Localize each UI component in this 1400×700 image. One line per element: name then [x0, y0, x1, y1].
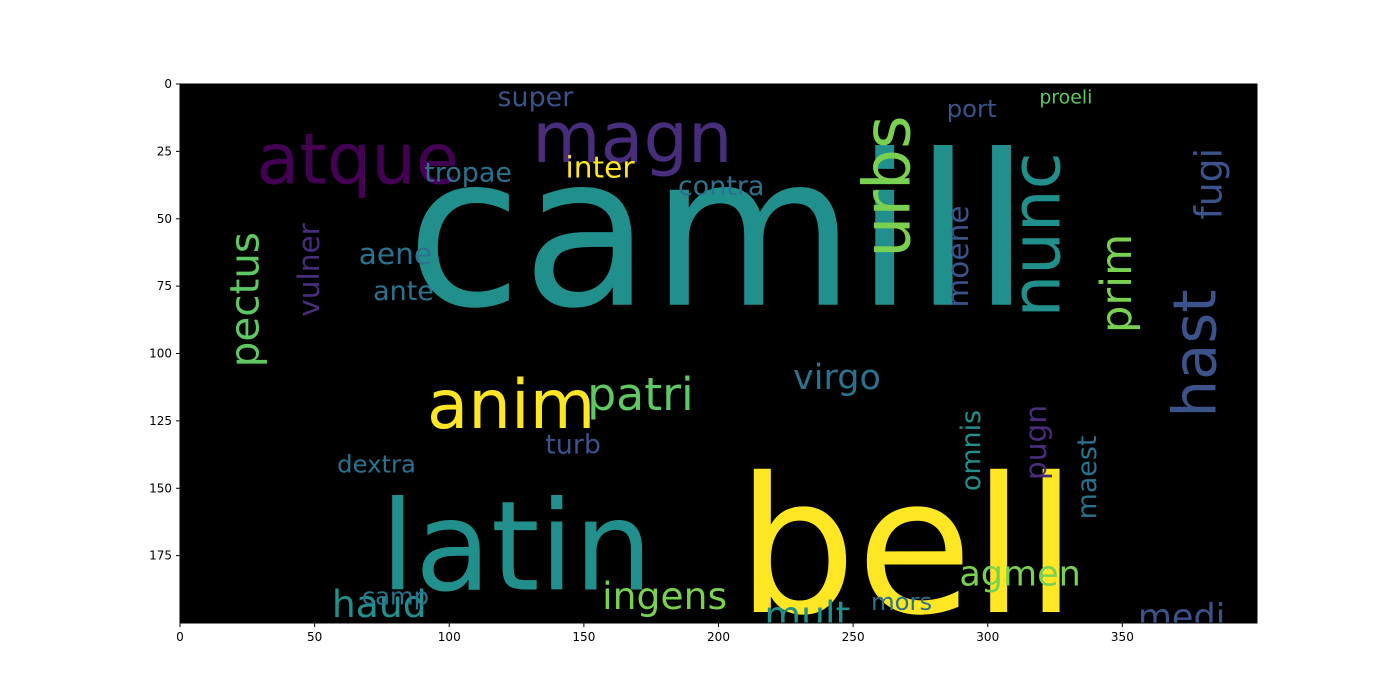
word-tropae: tropae — [424, 157, 512, 188]
word-atque: atque — [256, 118, 458, 200]
x-tick-label: 250 — [842, 630, 865, 644]
word-maest: maest — [1072, 436, 1103, 520]
word-anim: anim — [427, 365, 595, 444]
word-agmen: agmen — [959, 554, 1080, 594]
y-tick-label: 75 — [157, 279, 172, 293]
y-axis: 0 25 50 75 100 125 150 175 — [149, 77, 180, 563]
word-prim: prim — [1092, 234, 1142, 333]
plot-area — [180, 84, 1257, 623]
y-tick-label: 50 — [157, 212, 172, 226]
x-tick-label: 50 — [307, 630, 322, 644]
y-tick-label: 25 — [157, 144, 172, 158]
word-patri: patri — [587, 367, 694, 421]
word-medi: medi — [1138, 598, 1226, 638]
word-fugi: fugi — [1187, 148, 1231, 220]
word-omnis: omnis — [956, 410, 987, 491]
word-mult: mult — [764, 593, 850, 637]
word-nunc: nunc — [997, 152, 1076, 317]
word-contra: contra — [678, 171, 764, 202]
x-tick-label: 0 — [176, 630, 184, 644]
word-camill: camill — [406, 110, 1030, 355]
y-tick-label: 100 — [149, 347, 172, 361]
word-ante: ante — [373, 276, 434, 307]
word-latin: latin — [381, 476, 653, 620]
word-aene: aene — [359, 237, 432, 271]
word-urbs: urbs — [851, 115, 926, 257]
word-proeli: proeli — [1039, 86, 1092, 108]
word-pugn: pugn — [1019, 405, 1053, 480]
word-cloud: camill bell latin atque magn urbs nunc animpatr… — [221, 82, 1231, 657]
word-virgo: virgo — [793, 358, 881, 398]
word-bell: bell — [737, 438, 1078, 657]
word-super: super — [498, 82, 575, 113]
x-tick-label: 150 — [572, 630, 595, 644]
x-tick-label: 300 — [976, 630, 999, 644]
word-dextra: dextra — [337, 449, 416, 478]
word-haud: haud — [332, 582, 427, 626]
word-port: port — [947, 94, 997, 123]
x-tick-label: 350 — [1111, 630, 1134, 644]
word-hast: hast — [1161, 289, 1230, 417]
word-magn: magn — [532, 97, 732, 179]
word-pectus: pectus — [221, 232, 269, 367]
word-ingens: ingens — [602, 574, 727, 618]
word-camp: camp — [362, 582, 429, 611]
word-turb: turb — [545, 430, 601, 461]
y-tick-label: 150 — [149, 481, 172, 495]
word-moene: moene — [941, 205, 975, 307]
y-tick-label: 0 — [164, 77, 172, 91]
x-axis: 0 50 100 150 200 250 300 350 — [176, 623, 1134, 644]
x-tick-label: 200 — [707, 630, 730, 644]
x-tick-label: 100 — [438, 630, 461, 644]
word-mors: mors — [871, 587, 932, 616]
y-tick-label: 125 — [149, 414, 172, 428]
y-tick-label: 175 — [149, 549, 172, 563]
word-vulner: vulner — [292, 222, 326, 316]
word-inter: inter — [566, 151, 636, 185]
